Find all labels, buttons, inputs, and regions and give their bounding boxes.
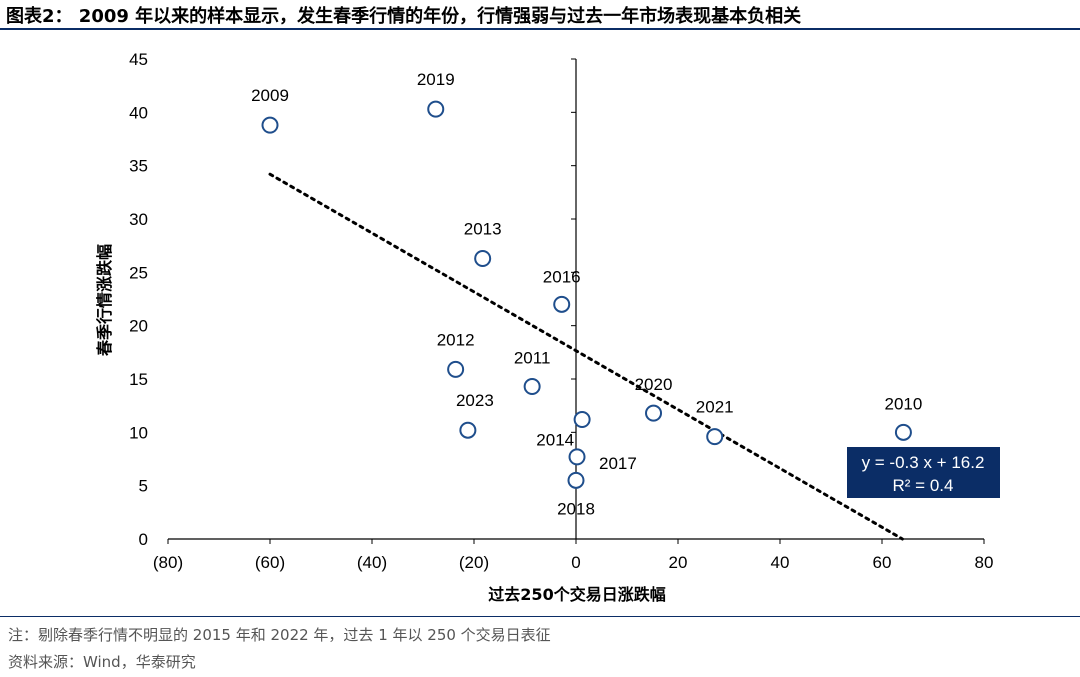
x-tick-label: (60)	[255, 553, 285, 572]
data-point-2013	[474, 249, 492, 267]
point-labels: 2009 2019 2013 2016 2012 2011 2023 2014 2017 2018…	[251, 70, 922, 518]
point-label-2009: 2009	[251, 86, 289, 105]
chart-title: 图表2： 2009 年以来的样本显示，发生春季行情的年份，行情强弱与过去一年市场…	[6, 6, 802, 27]
point-label-2021: 2021	[696, 398, 734, 417]
x-axis-label: 过去250个交易日涨跌幅	[488, 585, 665, 604]
point-label-2020: 2020	[635, 375, 673, 394]
y-tick-label: 5	[139, 477, 148, 496]
x-tick-label: 60	[873, 553, 892, 572]
data-point-2017	[568, 448, 586, 466]
equation-box-bg	[847, 447, 1000, 498]
y-tick-label: 35	[129, 157, 148, 176]
data-point-2012	[447, 360, 465, 378]
data-point-2011	[523, 377, 541, 395]
tick-labels: (80) (60) (40) (20) 0 20 40 60 80 0 5 10 15 20 25 30 35 4…	[129, 50, 993, 572]
x-tick-label: (20)	[459, 553, 489, 572]
data-point-2010	[894, 423, 912, 441]
title-divider	[0, 28, 1080, 30]
data-point-2018	[567, 471, 585, 489]
r-squared: R² = 0.4	[893, 476, 954, 495]
y-tick-label: 45	[129, 50, 148, 69]
point-label-2011: 2011	[514, 348, 551, 367]
point-label-2014: 2014	[536, 431, 574, 450]
x-tick-label: 20	[669, 553, 688, 572]
point-label-2016: 2016	[543, 267, 581, 286]
point-label-2019: 2019	[417, 70, 455, 89]
point-label-2012: 2012	[437, 330, 475, 349]
x-tick-label: 40	[771, 553, 790, 572]
x-tick-label: (40)	[357, 553, 387, 572]
data-point-2020	[645, 404, 663, 422]
y-tick-label: 40	[129, 103, 148, 122]
y-tick-label: 15	[129, 370, 148, 389]
data-points	[261, 100, 912, 489]
y-tick-label: 25	[129, 263, 148, 282]
source-note: 资料来源：Wind，华泰研究	[8, 653, 196, 671]
x-tick-label: (80)	[153, 553, 183, 572]
data-point-2009	[261, 116, 279, 134]
scatter-chart: (80) (60) (40) (20) 0 20 40 60 80 0 5 10 15 20 25 30 35 4…	[95, 50, 1000, 604]
y-tick-label: 10	[129, 423, 148, 442]
data-point-2016	[553, 295, 571, 313]
regression-equation: y = -0.3 x + 16.2	[862, 453, 985, 472]
y-axis-label: 春季行情涨跌幅	[95, 244, 114, 357]
x-tick-label: 80	[975, 553, 994, 572]
y-tick-label: 0	[139, 530, 148, 549]
trendline	[268, 172, 904, 541]
data-point-2021	[706, 428, 724, 446]
footnote: 注：剔除春季行情不明显的 2015 年和 2022 年，过去 1 年以 250 …	[8, 626, 551, 644]
data-point-2014	[573, 411, 591, 429]
x-tick-label: 0	[571, 553, 580, 572]
point-label-2023: 2023	[456, 391, 494, 410]
equation-box: y = -0.3 x + 16.2 R² = 0.4	[847, 447, 1000, 498]
point-label-2017: 2017	[599, 454, 637, 473]
point-label-2013: 2013	[464, 219, 502, 238]
data-point-2023	[459, 421, 477, 439]
trendline-group	[268, 172, 904, 541]
footer-divider	[0, 616, 1080, 617]
point-label-2018: 2018	[557, 499, 595, 518]
y-tick-label: 20	[129, 317, 148, 336]
point-label-2010: 2010	[885, 394, 923, 413]
y-tick-label: 30	[129, 210, 148, 229]
data-point-2019	[427, 100, 445, 118]
